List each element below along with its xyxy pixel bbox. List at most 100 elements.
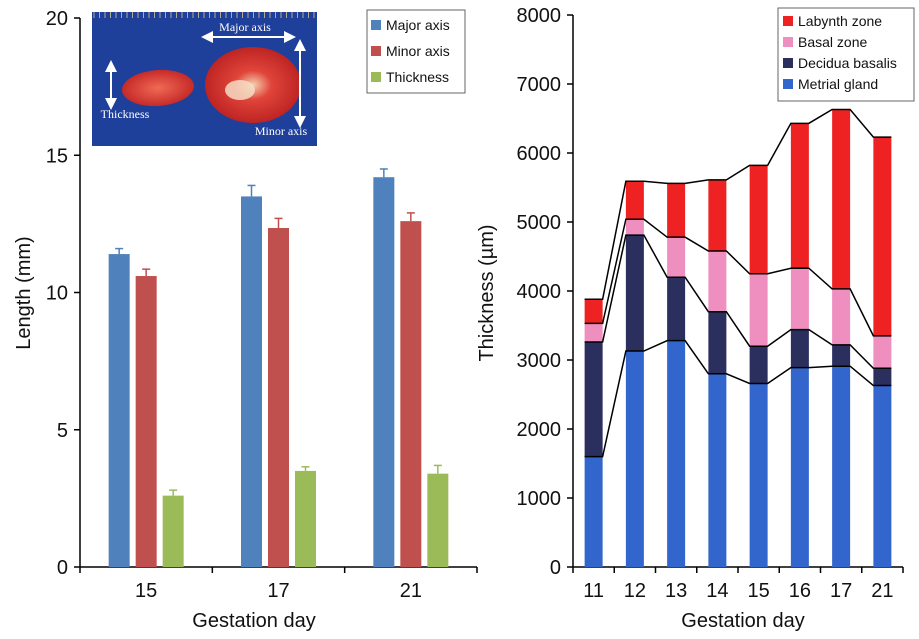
photo-label-thickness: Thickness [101, 107, 150, 121]
y-tick-label: 5 [57, 420, 68, 442]
x-tick-label: 16 [789, 580, 811, 602]
stacked-bar-segment [667, 340, 686, 567]
stacked-bar-segment [749, 165, 768, 274]
thickness-chart-legend: Labynth zone Basal zone Decidua basalis Met… [777, 7, 915, 102]
y-tick-label: 6000 [517, 143, 562, 165]
stacked-bar-segment [667, 237, 686, 278]
y-tick-label: 3000 [517, 350, 562, 372]
bar [400, 221, 422, 567]
stacked-bar-segment [832, 344, 851, 367]
tissue-section-thickness [122, 69, 194, 107]
connector-line [584, 218, 892, 337]
bar [295, 470, 316, 567]
stacked-bar-segment [749, 383, 768, 567]
x-tick-label: 17 [830, 580, 852, 602]
stacked-bar-segment [749, 273, 768, 347]
stacked-bar-segment [749, 346, 768, 384]
stacked-bar-segment [584, 299, 603, 324]
legend-label: Metrial gland [798, 76, 878, 92]
inset-photo: Major axis Minor axis Thickness [92, 12, 317, 146]
stacked-bar-segment [667, 277, 686, 341]
stacked-bar-segment [873, 335, 892, 369]
x-tick-label: 12 [624, 580, 646, 602]
stacked-bar-segment [625, 181, 644, 220]
legend-swatch [371, 20, 381, 30]
legend-label: Minor axis [386, 43, 450, 59]
stacked-bar-segment [708, 179, 727, 251]
stacked-bar-segment [708, 250, 727, 312]
bar [241, 196, 262, 568]
stacked-bar-segment [667, 183, 686, 238]
bar [108, 254, 130, 567]
x-tick-label: 13 [665, 580, 687, 602]
legend-swatch [783, 58, 793, 68]
bar [268, 227, 289, 567]
thickness-chart: 0 1000 2000 3000 4000 5000 6000 7000 8000 11 12 13 1… [476, 5, 915, 632]
y-tick-label: 20 [46, 8, 68, 30]
stacked-bar-segment [873, 368, 892, 386]
length-chart-tick-labels: 0 5 10 15 20 15 17 21 [46, 8, 422, 602]
length-chart: 0 5 10 15 20 15 17 21 Gestation day Length (mm)… [13, 8, 478, 632]
stacked-bar-segment [832, 366, 851, 567]
stacked-bar-segment [584, 342, 603, 457]
legend-label: Major axis [386, 17, 450, 33]
photo-ruler [93, 12, 315, 18]
stacked-bar-segment [790, 268, 809, 330]
thickness-chart-tick-labels: 0 1000 2000 3000 4000 5000 6000 7000 8000 11 12 13 1… [517, 5, 894, 602]
y-tick-label: 7000 [517, 74, 562, 96]
connector-line [584, 108, 892, 301]
x-tick-label: 17 [267, 580, 289, 602]
photo-label-minor-axis: Minor axis [255, 124, 308, 138]
x-tick-label: 21 [871, 580, 893, 602]
y-tick-label: 5000 [517, 212, 562, 234]
thickness-chart-bars [584, 109, 892, 567]
stacked-bar-segment [625, 219, 644, 236]
y-tick-label: 0 [57, 557, 68, 579]
bar [427, 473, 449, 567]
bar [135, 276, 157, 567]
length-chart-bars [108, 168, 449, 568]
y-tick-label: 1000 [517, 488, 562, 510]
x-tick-label: 21 [400, 580, 422, 602]
length-chart-x-label: Gestation day [192, 610, 315, 632]
legend-swatch [371, 46, 381, 56]
stacked-bar-segment [832, 109, 851, 289]
y-tick-label: 10 [46, 283, 68, 305]
thickness-chart-connectors [584, 108, 892, 458]
stacked-bar-segment [832, 288, 851, 345]
y-tick-label: 8000 [517, 5, 562, 27]
stacked-bar-segment [625, 235, 644, 352]
stacked-bar-segment [790, 329, 809, 368]
x-tick-label: 14 [706, 580, 728, 602]
legend-swatch [783, 37, 793, 47]
legend-swatch [371, 72, 381, 82]
stacked-bar-segment [584, 456, 603, 567]
legend-label: Thickness [386, 69, 449, 85]
connector-line [584, 339, 892, 458]
x-tick-label: 15 [135, 580, 157, 602]
photo-label-major-axis: Major axis [219, 20, 271, 34]
connector-line [584, 234, 892, 370]
bar [162, 495, 184, 567]
tissue-section-face [205, 47, 301, 123]
stacked-bar-segment [790, 123, 809, 269]
stacked-bar-segment [873, 385, 892, 567]
stacked-bar-segment [625, 351, 644, 567]
stacked-bar-segment [708, 311, 727, 374]
stacked-bar-segment [873, 137, 892, 336]
thickness-chart-y-label: Thickness (µm) [476, 224, 498, 361]
legend-label: Labynth zone [798, 13, 882, 29]
length-chart-y-label: Length (mm) [13, 236, 35, 349]
stacked-bar-segment [790, 367, 809, 567]
legend-label: Decidua basalis [798, 55, 897, 71]
x-tick-label: 11 [583, 580, 604, 602]
y-tick-label: 0 [550, 557, 561, 579]
stacked-bar-segment [708, 373, 727, 567]
bar [373, 177, 395, 567]
stacked-bar-segment [584, 323, 603, 343]
legend-swatch [783, 16, 793, 26]
legend-label: Basal zone [798, 34, 867, 50]
x-tick-label: 15 [748, 580, 770, 602]
legend-swatch [783, 79, 793, 89]
